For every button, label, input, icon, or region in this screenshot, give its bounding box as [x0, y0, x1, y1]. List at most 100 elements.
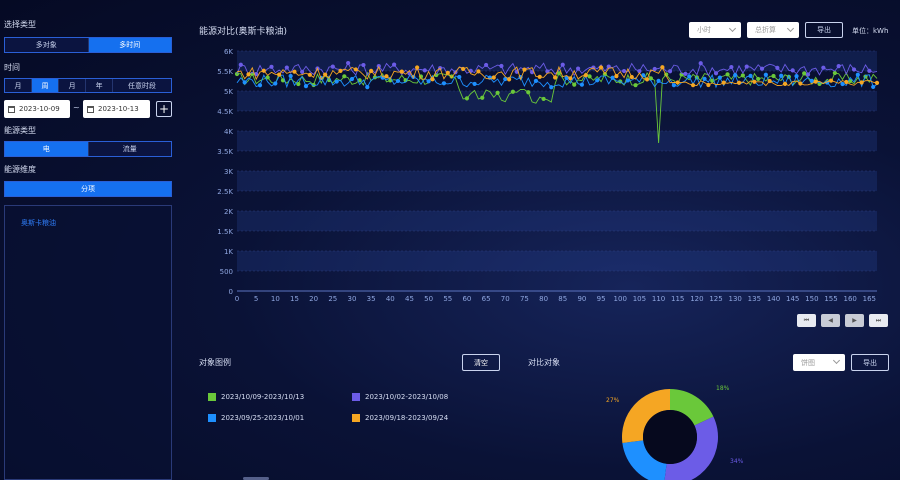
y-tick-label: 4K	[224, 128, 233, 136]
select-type-multi-time[interactable]: 多时间	[88, 38, 171, 52]
period-day[interactable]: 月	[5, 79, 33, 92]
series-point	[457, 74, 462, 80]
dimension-subitem[interactable]: 分项	[5, 182, 171, 196]
series-point	[683, 71, 688, 76]
x-tick-label: 120	[690, 295, 703, 303]
series-point	[415, 65, 420, 70]
pie-type-select[interactable]: 饼图	[793, 354, 845, 371]
series-point	[614, 73, 619, 79]
date-start-input[interactable]: 2023-10-09	[4, 100, 70, 118]
donut-slice[interactable]	[622, 389, 670, 444]
series-point	[369, 68, 374, 73]
series-point	[871, 84, 876, 90]
tree-item-oscar[interactable]: 奥斯卡粮油	[21, 219, 56, 227]
date-start-value: 2023-10-09	[19, 105, 60, 113]
chart-title: 能源对比(奥斯卡粮油)	[199, 27, 288, 37]
donut-slice[interactable]	[664, 416, 718, 480]
grid-band	[237, 131, 877, 151]
series-point	[346, 60, 351, 66]
period-custom[interactable]: 任意时段	[113, 79, 171, 92]
pager-prev-button[interactable]: ◀	[821, 314, 840, 327]
legend-title: 对象图例	[199, 358, 231, 367]
series-point	[625, 78, 630, 83]
series-point	[717, 75, 722, 80]
series-point	[288, 73, 293, 79]
series-point	[698, 61, 703, 66]
pager-first-button[interactable]: ⏮	[797, 314, 816, 327]
dimension-title: 能源维度	[4, 165, 36, 174]
series-point	[759, 66, 765, 71]
period-month[interactable]: 月	[59, 79, 87, 92]
energy-type-title: 能源类型	[4, 126, 36, 135]
clear-button[interactable]: 清空	[462, 354, 500, 371]
series-point	[445, 70, 450, 75]
series-point	[687, 74, 692, 79]
series-point	[441, 81, 447, 86]
pie-export-button[interactable]: 导出	[851, 354, 889, 371]
grid-band	[237, 171, 877, 191]
x-tick-label: 125	[709, 295, 722, 303]
series-point	[269, 64, 274, 69]
series-point	[733, 72, 738, 78]
series-point	[675, 80, 680, 85]
x-tick-label: 100	[614, 295, 627, 303]
x-tick-label: 150	[805, 295, 818, 303]
add-period-button[interactable]: +	[156, 101, 172, 117]
series-point	[522, 67, 527, 72]
chevron-down-icon	[728, 24, 737, 33]
series-point	[560, 62, 565, 67]
series-point	[840, 81, 845, 87]
series-point	[384, 74, 389, 79]
y-tick-label: 6K	[224, 48, 233, 56]
legend-item[interactable]: 2023/10/09-2023/10/13	[208, 393, 304, 401]
energy-line-chart: 0 500 1K 1.5K 2K 2.5K 3K 3.5K 4K 4.5K 5K 5.5K 6K 0 5 10…	[217, 48, 880, 303]
energy-type-flow[interactable]: 流量	[88, 142, 171, 156]
y-tick-label: 1K	[224, 248, 233, 256]
date-end-input[interactable]: 2023-10-13	[83, 100, 150, 118]
series-point	[713, 71, 719, 76]
legend-item[interactable]: 2023/09/18-2023/09/24	[352, 414, 448, 422]
period-week[interactable]: 周	[32, 79, 60, 92]
analysis-select[interactable]: 总折算	[747, 22, 799, 38]
series-point	[342, 74, 347, 79]
pager-next-button[interactable]: ▶	[845, 314, 864, 327]
series-point	[238, 62, 243, 67]
series-point	[782, 81, 788, 87]
x-tick-label: 50	[424, 295, 433, 303]
series-point	[844, 79, 849, 85]
y-tick-label: 5K	[224, 88, 233, 96]
series-point	[491, 75, 496, 80]
x-tick-label: 105	[633, 295, 646, 303]
analysis-select-value: 总折算	[755, 26, 776, 34]
series-point	[748, 73, 753, 78]
period-year[interactable]: 年	[86, 79, 114, 92]
series-point	[246, 72, 251, 77]
legend-item[interactable]: 2023/10/02-2023/10/08	[352, 393, 448, 401]
donut-slice[interactable]	[622, 440, 667, 480]
series-point	[809, 78, 814, 83]
series-point	[472, 81, 477, 87]
series-point	[725, 72, 730, 77]
horizontal-scrollbar[interactable]	[243, 477, 269, 480]
series-point	[392, 62, 397, 67]
interval-select[interactable]: 小时	[689, 22, 741, 38]
x-tick-label: 95	[597, 295, 606, 303]
energy-type-electric[interactable]: 电	[5, 142, 89, 156]
y-tick-label: 1.5K	[217, 228, 233, 236]
series-point	[652, 66, 657, 72]
select-type-multi-object[interactable]: 多对象	[5, 38, 89, 52]
series-point	[426, 79, 431, 84]
pager-last-button[interactable]: ⏭	[869, 314, 888, 327]
legend-label: 2023/10/02-2023/10/08	[365, 393, 449, 401]
legend-swatch	[208, 414, 216, 422]
legend-item[interactable]: 2023/09/25-2023/10/01	[208, 414, 304, 422]
period-title: 时间	[4, 63, 20, 72]
x-tick-label: 65	[482, 295, 491, 303]
series-point	[859, 80, 864, 85]
y-tick-label: 0	[229, 288, 233, 296]
legend-swatch	[352, 393, 360, 401]
donut-slice[interactable]	[670, 389, 714, 426]
series-point	[265, 75, 270, 80]
chart-export-button[interactable]: 导出	[805, 22, 843, 38]
x-tick-label: 85	[558, 295, 567, 303]
